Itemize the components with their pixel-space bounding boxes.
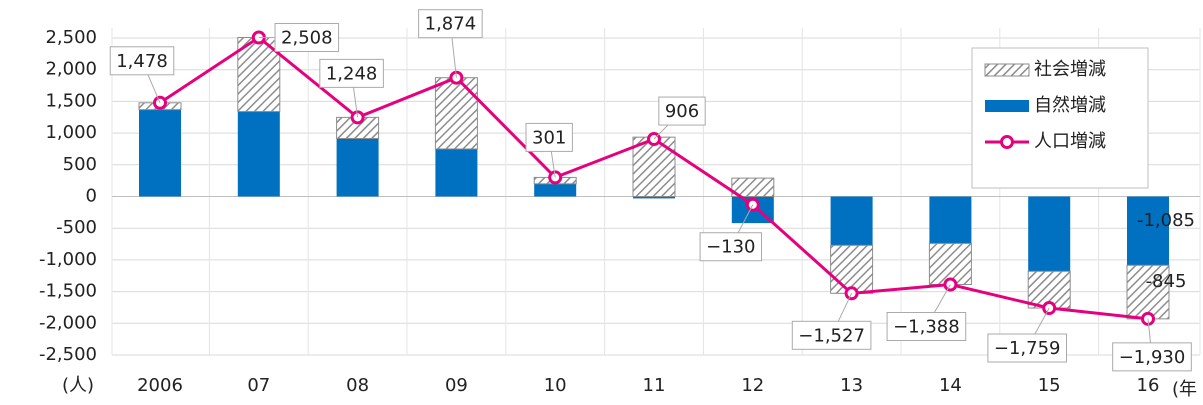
label-box	[109, 46, 175, 76]
line-value-label: −1,527	[798, 325, 865, 346]
bar	[435, 148, 478, 197]
line-value-label: −1,759	[994, 338, 1061, 359]
data-label: −1,527	[791, 293, 872, 350]
bar	[237, 36, 281, 113]
legend-marker	[1000, 135, 1014, 149]
data-label: −1,930	[1112, 318, 1192, 372]
line-value-label: −1,930	[1119, 347, 1186, 368]
bar	[237, 111, 280, 197]
data-label: 906	[653, 96, 706, 140]
legend-label: 人口増減	[1034, 131, 1106, 152]
legend-swatch	[984, 63, 1030, 77]
label-box	[699, 232, 763, 262]
bar-value-label: -845	[1146, 271, 1187, 292]
label-box	[791, 320, 872, 350]
legend-label: 自然増減	[1034, 95, 1106, 116]
y-tick-label: -1,500	[39, 281, 97, 302]
x-tick-label: 2006	[137, 375, 183, 396]
x-tick-label: 11	[643, 375, 666, 396]
line-value-label: 1,478	[116, 51, 168, 72]
legend-label: 社会増減	[1034, 59, 1106, 80]
x-tick-label: 16	[1137, 375, 1160, 396]
data-label: 2,508	[258, 22, 340, 52]
line-value-label: 2,508	[281, 27, 333, 48]
bar	[1127, 196, 1169, 266]
x-tick-label: 14	[939, 375, 962, 396]
label-box	[274, 22, 340, 52]
line-value-label: 301	[532, 127, 566, 148]
bar	[1126, 264, 1170, 320]
y-tick-label: 1,500	[45, 90, 97, 111]
bar	[434, 77, 478, 150]
line-value-label: −130	[706, 237, 755, 258]
label-box	[525, 122, 573, 152]
label-box	[987, 333, 1068, 363]
y-tick-label: -2,000	[39, 312, 97, 333]
bar	[731, 177, 775, 197]
data-label: 1,248	[319, 58, 384, 118]
bar	[534, 183, 577, 197]
label-box	[319, 58, 384, 88]
data-label: 1,874	[418, 9, 483, 78]
bar	[830, 196, 873, 246]
y-tick-label: -1,000	[39, 249, 97, 270]
x-tick-label: 08	[346, 375, 369, 396]
bar	[139, 109, 181, 197]
data-label: 1,478	[109, 46, 175, 103]
bar-value-label: -1,085	[1137, 210, 1195, 231]
y-tick-label: 1,000	[45, 122, 97, 143]
y-tick-label: 0	[86, 186, 97, 207]
x-tick-label: 07	[247, 375, 270, 396]
line-value-label: −1,388	[893, 316, 960, 337]
bar	[1028, 196, 1071, 272]
y-tick-label: 2,000	[45, 59, 97, 80]
legend-swatch	[985, 100, 1029, 112]
label-box	[886, 311, 967, 341]
x-tick-label: 15	[1038, 375, 1061, 396]
label-box	[418, 9, 483, 39]
label-box	[658, 96, 706, 126]
y-tick-label: -500	[56, 217, 97, 238]
data-label: −1,388	[886, 284, 967, 341]
data-label: 301	[525, 122, 573, 178]
x-tick-label: 09	[445, 375, 468, 396]
line-value-label: 1,874	[425, 14, 477, 35]
x-tick-label: 12	[741, 375, 764, 396]
y-tick-label: 2,500	[45, 27, 97, 48]
line-value-label: 1,248	[326, 63, 378, 84]
x-axis-label: (年	[1172, 379, 1197, 400]
bar	[336, 138, 379, 197]
line-value-label: 906	[665, 101, 699, 122]
x-tick-label: 13	[840, 375, 863, 396]
label-box	[1112, 342, 1192, 372]
y-tick-label: -2,500	[39, 344, 97, 365]
x-tick-label: 10	[544, 375, 567, 396]
y-axis-label: (人)	[62, 375, 94, 396]
data-label: −130	[699, 204, 763, 262]
bar	[633, 196, 675, 199]
data-label: −1,759	[987, 307, 1068, 363]
y-tick-label: 500	[63, 154, 97, 175]
bar	[929, 196, 972, 244]
bar	[830, 244, 874, 294]
